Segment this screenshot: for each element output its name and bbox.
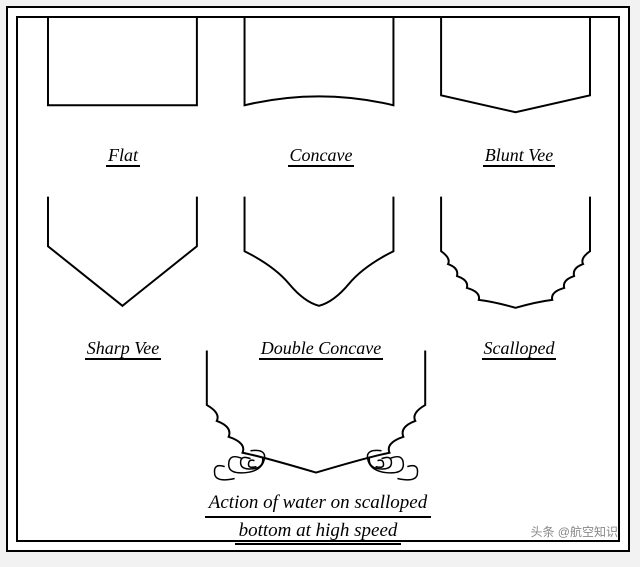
hull-scalloped-spray bbox=[207, 350, 425, 479]
diagram-frame: Flat Concave Blunt Vee Sharp Vee Double … bbox=[6, 6, 630, 552]
label-flat: Flat bbox=[48, 123, 198, 166]
hull-double-concave bbox=[245, 197, 394, 306]
hull-diagram-svg bbox=[8, 8, 628, 550]
label-sharp-vee: Sharp Vee bbox=[28, 316, 218, 359]
hull-blunt-vee bbox=[441, 18, 590, 112]
hull-sharp-vee bbox=[48, 197, 197, 306]
spray-right bbox=[367, 450, 417, 479]
hull-scalloped bbox=[441, 197, 590, 308]
label-concave: Concave bbox=[246, 123, 396, 166]
label-scalloped: Scalloped bbox=[434, 316, 604, 359]
spray-left bbox=[214, 450, 264, 479]
hull-flat bbox=[48, 18, 197, 105]
label-blunt-vee: Blunt Vee bbox=[444, 123, 594, 166]
watermark: 头条 @航空知识 bbox=[530, 523, 618, 540]
hull-concave bbox=[245, 18, 394, 105]
label-double-concave: Double Concave bbox=[226, 316, 416, 359]
